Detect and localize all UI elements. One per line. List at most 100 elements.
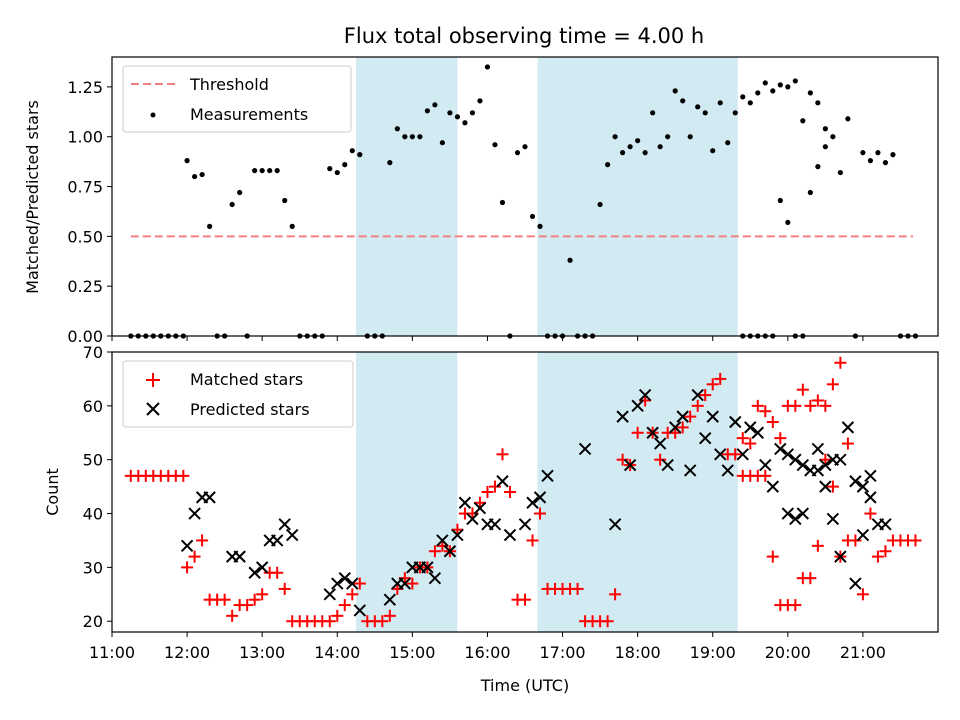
measurement-point <box>499 199 506 206</box>
x-axis-label: Time (UTC) <box>480 676 569 695</box>
y-tick-label: 0.25 <box>67 277 103 296</box>
shaded-spans <box>356 57 738 336</box>
measurement-point <box>612 134 618 140</box>
measurement-point <box>514 150 521 156</box>
matched-point <box>804 572 817 585</box>
measurement-point <box>875 150 881 156</box>
matched-point <box>789 399 802 412</box>
measurement-point <box>785 84 791 90</box>
legend: Matched stars Predicted stars <box>122 360 354 428</box>
measurement-point <box>792 78 798 84</box>
matched-point <box>766 416 779 428</box>
matched-point <box>346 588 359 601</box>
predicted-point <box>751 426 764 439</box>
predicted-point <box>653 437 667 450</box>
measurement-point <box>342 162 348 168</box>
y-axis-label: Matched/Predicted stars <box>23 100 42 294</box>
shaded-span <box>356 57 458 336</box>
predicted-point <box>338 571 351 585</box>
matched-point <box>177 469 190 482</box>
measurement-point <box>800 118 806 124</box>
predicted-point <box>668 421 682 434</box>
measurement-point <box>387 160 393 166</box>
predicted-point <box>421 561 434 574</box>
measurement-point <box>672 88 678 94</box>
x-tick-label: 12:00 <box>164 643 210 662</box>
predicted-point <box>526 496 539 509</box>
predicted-point <box>488 518 502 531</box>
matched-point <box>819 399 832 412</box>
measurement-point <box>815 100 821 106</box>
x-tick-label: 16:00 <box>464 643 510 662</box>
measurement-point <box>777 197 783 204</box>
measurement-point <box>867 158 874 164</box>
measurement-point <box>642 150 648 156</box>
measurement-point <box>807 90 813 96</box>
matched-point <box>218 593 231 606</box>
matched-point <box>856 588 869 601</box>
matched-point <box>766 550 779 563</box>
predicted-point <box>578 442 592 456</box>
matched-point <box>714 372 727 385</box>
matched-point <box>736 432 749 445</box>
matched-point <box>796 383 809 396</box>
x-tick-label: 20:00 <box>765 643 811 662</box>
predicted-point <box>819 458 832 472</box>
predicted-point <box>811 464 825 477</box>
shaded-span <box>537 57 738 336</box>
measurement-point <box>597 201 603 208</box>
measurement-point <box>710 148 716 154</box>
measurement-point <box>702 110 708 116</box>
measurement-point <box>409 134 415 140</box>
matched-point <box>804 399 817 412</box>
predicted-point <box>774 442 787 456</box>
predicted-point <box>721 464 734 477</box>
predicted-point <box>496 475 509 488</box>
y-axis-ticks: 0.00 0.25 0.50 0.75 1.00 1.25 <box>67 78 112 346</box>
matched-point <box>706 378 719 391</box>
matched-point <box>691 399 704 412</box>
measurement-point <box>567 257 573 263</box>
matched-point <box>496 448 509 461</box>
predicted-point <box>248 566 261 579</box>
predicted-point <box>451 528 464 542</box>
measurement-point <box>830 134 836 140</box>
predicted-point <box>188 507 201 520</box>
matched-point <box>616 453 629 466</box>
predicted-point <box>255 561 269 574</box>
predicted-point <box>683 464 697 477</box>
measurement-point <box>259 167 265 174</box>
y-tick-label: 30 <box>83 558 103 577</box>
x-tick-label: 18:00 <box>615 643 661 662</box>
matched-point <box>196 534 209 547</box>
measurement-point <box>860 150 866 156</box>
measurement-point <box>755 90 761 96</box>
predicted-point <box>233 550 246 563</box>
legend-label-measurements: Measurements <box>190 105 308 124</box>
measurement-point <box>432 102 438 108</box>
measurement-point <box>477 98 483 104</box>
predicted-point <box>691 388 704 402</box>
measurement-point <box>267 167 273 174</box>
matched-point <box>759 469 772 482</box>
measurement-point <box>462 120 468 126</box>
predicted-point <box>789 453 802 466</box>
matched-point <box>826 378 839 391</box>
matched-point <box>526 534 539 547</box>
matched-point <box>188 550 201 563</box>
measurement-point <box>417 134 423 140</box>
measurement-point <box>537 223 543 229</box>
predicted-point <box>623 458 637 472</box>
predicted-point <box>826 512 840 526</box>
predicted-point <box>699 431 712 445</box>
matched-point <box>609 588 622 601</box>
measurement-point <box>695 104 701 110</box>
y-tick-label: 0.75 <box>67 178 103 197</box>
measurement-point <box>207 223 213 229</box>
y-axis-ticks: 20 30 40 50 60 70 <box>83 343 112 631</box>
predicted-point <box>286 528 299 542</box>
matched-point <box>871 550 884 563</box>
matched-point <box>699 389 712 402</box>
matched-point <box>676 421 689 434</box>
predicted-point <box>323 588 336 601</box>
